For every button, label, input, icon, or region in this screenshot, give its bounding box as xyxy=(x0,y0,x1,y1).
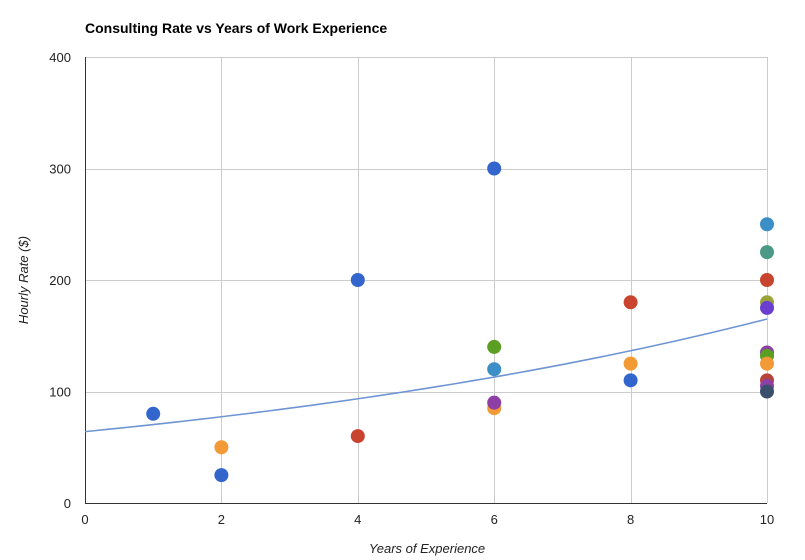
y-tick-label-0: 0 xyxy=(64,496,71,511)
data-point-7 xyxy=(487,362,502,377)
data-point-14 xyxy=(760,245,774,260)
data-point-10 xyxy=(623,295,638,310)
data-point-3 xyxy=(350,273,365,287)
data-point-9 xyxy=(487,395,502,410)
data-point-5 xyxy=(487,161,502,176)
data-point-20 xyxy=(760,356,774,371)
data-point-13 xyxy=(760,217,774,232)
x-tick-label-0: 0 xyxy=(81,512,88,527)
y-axis-label: Hourly Rate ($) xyxy=(16,236,31,324)
x-tick-label-8: 8 xyxy=(627,512,634,527)
data-points xyxy=(146,161,774,483)
data-point-12 xyxy=(623,373,638,388)
gridlines xyxy=(85,57,768,503)
trendline xyxy=(84,318,768,433)
y-tick-label-100: 100 xyxy=(49,385,71,400)
axes xyxy=(85,57,767,504)
x-tick-label-2: 2 xyxy=(218,512,225,527)
data-point-4 xyxy=(350,429,365,444)
data-point-11 xyxy=(623,356,638,371)
data-point-2 xyxy=(214,468,229,483)
x-axis-label: Years of Experience xyxy=(369,541,485,556)
y-tick-label-300: 300 xyxy=(49,162,71,177)
x-tick-label-10: 10 xyxy=(760,512,774,527)
x-tick-label-4: 4 xyxy=(354,512,361,527)
data-point-15 xyxy=(760,273,774,287)
data-point-6 xyxy=(487,339,502,354)
data-point-0 xyxy=(146,406,161,421)
data-point-23 xyxy=(760,384,774,399)
x-tick-label-6: 6 xyxy=(491,512,498,527)
data-point-1 xyxy=(214,440,229,455)
chart-title: Consulting Rate vs Years of Work Experie… xyxy=(85,20,387,36)
data-point-17 xyxy=(760,300,774,315)
y-tick-label-400: 400 xyxy=(49,50,71,65)
trendline-group xyxy=(84,318,768,433)
y-tick-label-200: 200 xyxy=(49,273,71,288)
